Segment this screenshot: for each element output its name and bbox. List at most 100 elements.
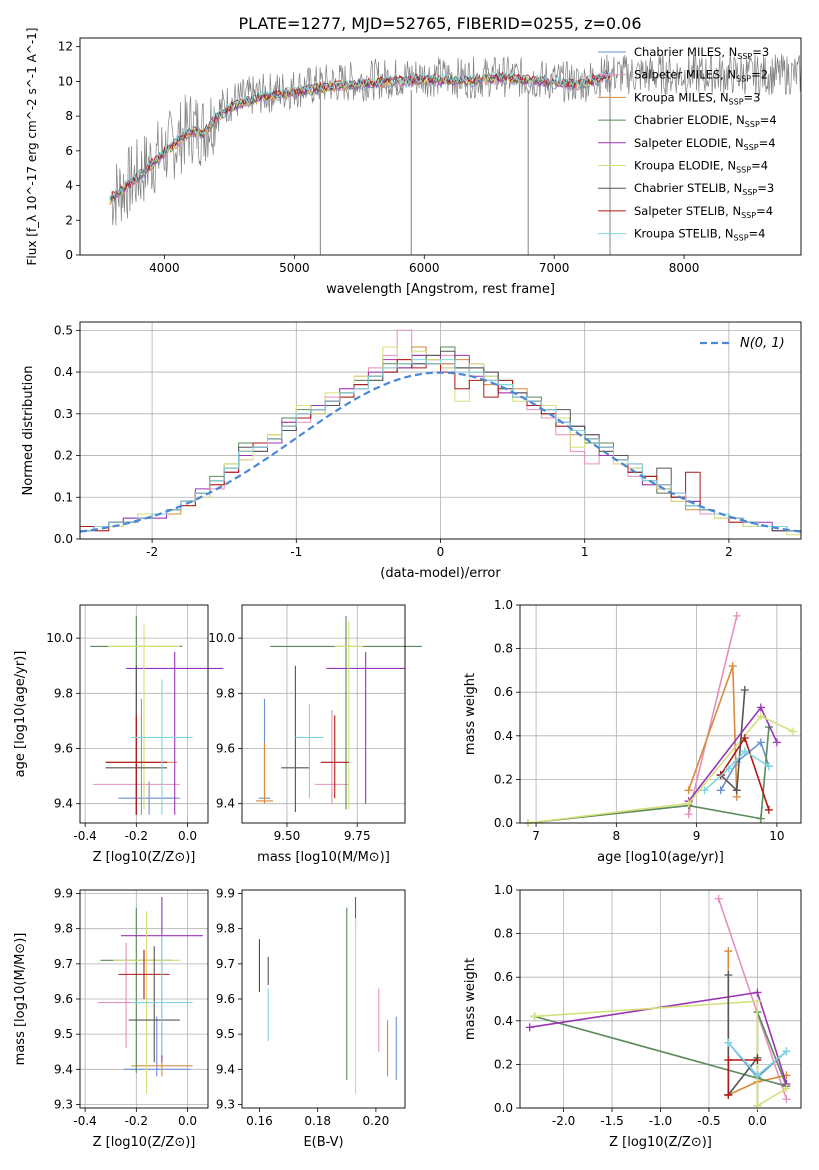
weight-marker: [716, 786, 725, 795]
y-tick-label: 0.6: [494, 685, 513, 699]
y-tick-label: 8: [65, 109, 73, 123]
weight-marker: [732, 786, 741, 795]
weight-marker: [756, 712, 765, 721]
weight-line: [527, 727, 770, 824]
weight-marker: [724, 1038, 733, 1047]
legend-entry: Chabrier MILES, NSSP=3: [634, 45, 769, 61]
weight-marker: [756, 814, 765, 823]
y-tick-label: 0.6: [494, 970, 513, 984]
weight-line: [534, 1000, 787, 1108]
legend-entry: Chabrier ELODIE, NSSP=4: [634, 113, 777, 129]
y-tick-label: 0.2: [494, 772, 513, 786]
x-axis-label: Z [log10(Z/Z⊙)]: [609, 1135, 712, 1150]
x-tick-label: -1.5: [600, 1114, 623, 1128]
y-tick-label: 9.6: [216, 992, 235, 1006]
axes-frame: [79, 889, 209, 1109]
y-tick-label: 9.9: [216, 887, 235, 901]
x-tick-label: 0.18: [304, 1114, 331, 1128]
weight-marker: [764, 805, 773, 814]
weight-vs-age-panel: 7 8 9 10 0.0 0.2 0.4 0.6 0.8 1.0 age [log10(age/yr…: [463, 598, 802, 865]
weight-marker: [740, 747, 749, 756]
y-tick-label: 9.8: [216, 922, 235, 936]
y-tick-label: 0.0: [494, 816, 513, 830]
y-tick-label: 0: [65, 248, 73, 262]
axes-frame: [79, 604, 209, 824]
weight-marker: [753, 988, 762, 997]
model-spectrum-line: [109, 70, 611, 202]
x-tick-label: 10: [769, 829, 784, 843]
figure-title: PLATE=1277, MJD=52765, FIBERID=0255, z=0…: [238, 14, 641, 33]
y-tick-label: 9.5: [54, 1027, 73, 1041]
x-tick-label: -0.4: [73, 829, 96, 843]
y-tick-label: 9.5: [216, 1027, 235, 1041]
y-tick-label: 0.0: [54, 532, 73, 546]
y-tick-label: 0.4: [494, 1014, 513, 1028]
weight-marker: [724, 1056, 733, 1065]
x-tick-label: -1: [290, 545, 302, 559]
weight-marker: [772, 738, 781, 747]
x-tick-label: 9.50: [274, 829, 301, 843]
mass-vs-metallicity-panel: -0.4 -0.2 0.0 9.3 9.4 9.5 9.6 9.7 9.8 9.9 Z [log10…: [13, 887, 209, 1150]
spectrum-panel: 4000 5000 6000 7000 8000 0 2 4 6 8 10 12 wavelength …: [25, 28, 802, 297]
y-tick-label: 9.6: [216, 741, 235, 755]
x-tick-label: 0.0: [178, 829, 197, 843]
legend-entry: Kroupa STELIB, NSSP=4: [634, 227, 765, 243]
y-tick-label: 0.3: [54, 407, 73, 421]
x-tick-label: 2: [725, 545, 733, 559]
weight-line: [704, 750, 770, 791]
weight-marker: [724, 764, 733, 773]
y-tick-label: 10: [58, 74, 73, 88]
y-tick-label: 6: [65, 144, 73, 158]
x-axis-label: Z [log10(Z/Z⊙)]: [93, 1135, 196, 1150]
y-tick-label: 0.4: [494, 729, 513, 743]
weight-line: [527, 715, 794, 824]
residual-histogram-panel: -2 -1 0 1 2 0.0 0.1 0.2 0.3 0.4 0.5 (data-model)/er…: [21, 321, 802, 581]
y-tick-label: 9.8: [216, 686, 235, 700]
x-tick-label: 0.0: [178, 1114, 197, 1128]
legend-entry: N(0, 1): [740, 336, 785, 351]
legend-entry: Chabrier STELIB, NSSP=3: [634, 181, 774, 197]
mass-vs-extinction-panel: 0.16 0.18 0.20 9.3 9.4 9.5 9.6 9.7 9.8 9.9 E(B-V): [216, 887, 406, 1150]
weight-marker: [684, 810, 693, 819]
legend-entry: Salpeter ELODIE, NSSP=4: [634, 136, 776, 152]
y-tick-label: 9.8: [54, 922, 73, 936]
y-tick-label: 0.4: [54, 365, 73, 379]
weight-marker: [732, 611, 741, 620]
weight-marker: [782, 1047, 791, 1056]
axes-frame: [79, 321, 802, 540]
x-tick-label: 0: [437, 545, 445, 559]
y-tick-label: 9.9: [54, 887, 73, 901]
weight-marker: [700, 786, 709, 795]
y-tick-label: 9.3: [216, 1097, 235, 1111]
weight-marker: [753, 1101, 762, 1110]
x-tick-label: 4000: [149, 261, 180, 275]
weight-marker: [525, 1023, 534, 1032]
x-tick-label: 0.16: [246, 1114, 273, 1128]
y-axis-label: mass weight: [463, 958, 478, 1040]
weight-line: [687, 665, 738, 797]
x-tick-label: 7000: [539, 261, 570, 275]
x-axis-label: mass [log10(M/M⊙)]: [257, 850, 390, 865]
x-axis-label: age [log10(age/yr)]: [597, 850, 724, 865]
weight-marker: [740, 733, 749, 742]
y-tick-label: 1.0: [494, 598, 513, 612]
x-tick-label: 1: [581, 545, 589, 559]
y-tick-label: 9.4: [216, 797, 235, 811]
y-tick-label: 2: [65, 213, 73, 227]
x-tick-label: 6000: [409, 261, 440, 275]
legend-entry: Kroupa MILES, NSSP=3: [634, 90, 760, 106]
axes-frame: [79, 37, 802, 256]
y-tick-label: 9.8: [54, 686, 73, 700]
y-tick-label: 9.4: [216, 1062, 235, 1076]
weight-marker: [724, 971, 733, 980]
weight-marker: [684, 799, 693, 808]
x-axis-label: (data-model)/error: [380, 566, 501, 581]
age-vs-mass-panel: 9.50 9.75 9.4 9.6 9.8 10.0 mass [log10(M/M⊙)]: [208, 604, 422, 865]
y-tick-label: 10.0: [208, 631, 235, 645]
axes-frame: [241, 889, 406, 1109]
x-tick-label: -0.4: [73, 1114, 96, 1128]
weight-marker: [782, 1084, 791, 1093]
y-tick-label: 12: [58, 40, 73, 54]
weight-marker: [714, 894, 723, 903]
